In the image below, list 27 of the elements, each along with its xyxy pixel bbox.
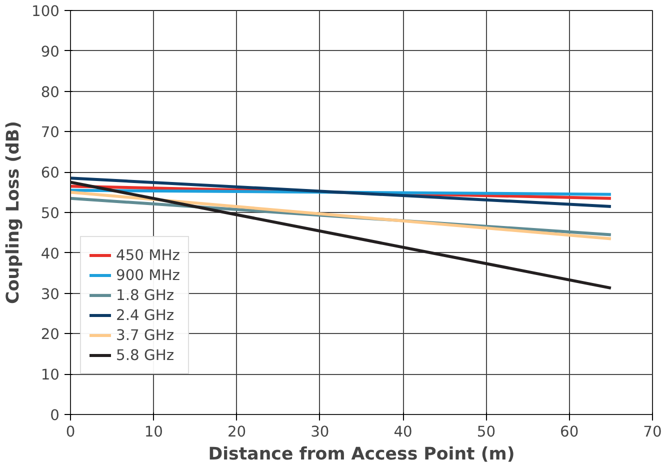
legend-label: 1.8 GHz — [116, 286, 174, 304]
y-tick-label: 20 — [40, 326, 60, 344]
x-tick-label: 30 — [310, 424, 330, 440]
x-tick-label: 50 — [476, 424, 496, 440]
y-tick-label: 30 — [40, 286, 60, 303]
legend-label: 900 MHz — [116, 266, 180, 284]
y-tick-label: 80 — [40, 84, 60, 101]
y-tick-label: 0 — [50, 407, 60, 424]
x-tick-label: 20 — [227, 424, 246, 440]
x-tick-label: 60 — [560, 424, 579, 440]
y-tick-label: 60 — [40, 164, 60, 182]
y-tick-label: 50 — [40, 205, 60, 222]
legend-label: 5.8 GHz — [116, 346, 174, 364]
x-tick-label: 70 — [643, 424, 662, 440]
x-tick-label: 10 — [144, 424, 163, 440]
legend-label: 3.7 GHz — [116, 326, 174, 344]
legend-label: 2.4 GHz — [116, 306, 174, 324]
y-tick-label: 40 — [40, 245, 60, 262]
x-axis-title: Distance from Access Point (m) — [208, 444, 515, 464]
y-tick-label: 70 — [40, 124, 60, 142]
legend-label: 450 MHz — [116, 246, 180, 264]
x-tick-label: 40 — [394, 424, 412, 440]
x-tick-label: 0 — [66, 424, 76, 440]
y-tick-label: 90 — [40, 43, 60, 60]
y-tick-label: 100 — [32, 3, 60, 20]
y-tick-label: 10 — [40, 366, 60, 384]
y-axis-title: Coupling Loss (dB) — [4, 120, 24, 304]
